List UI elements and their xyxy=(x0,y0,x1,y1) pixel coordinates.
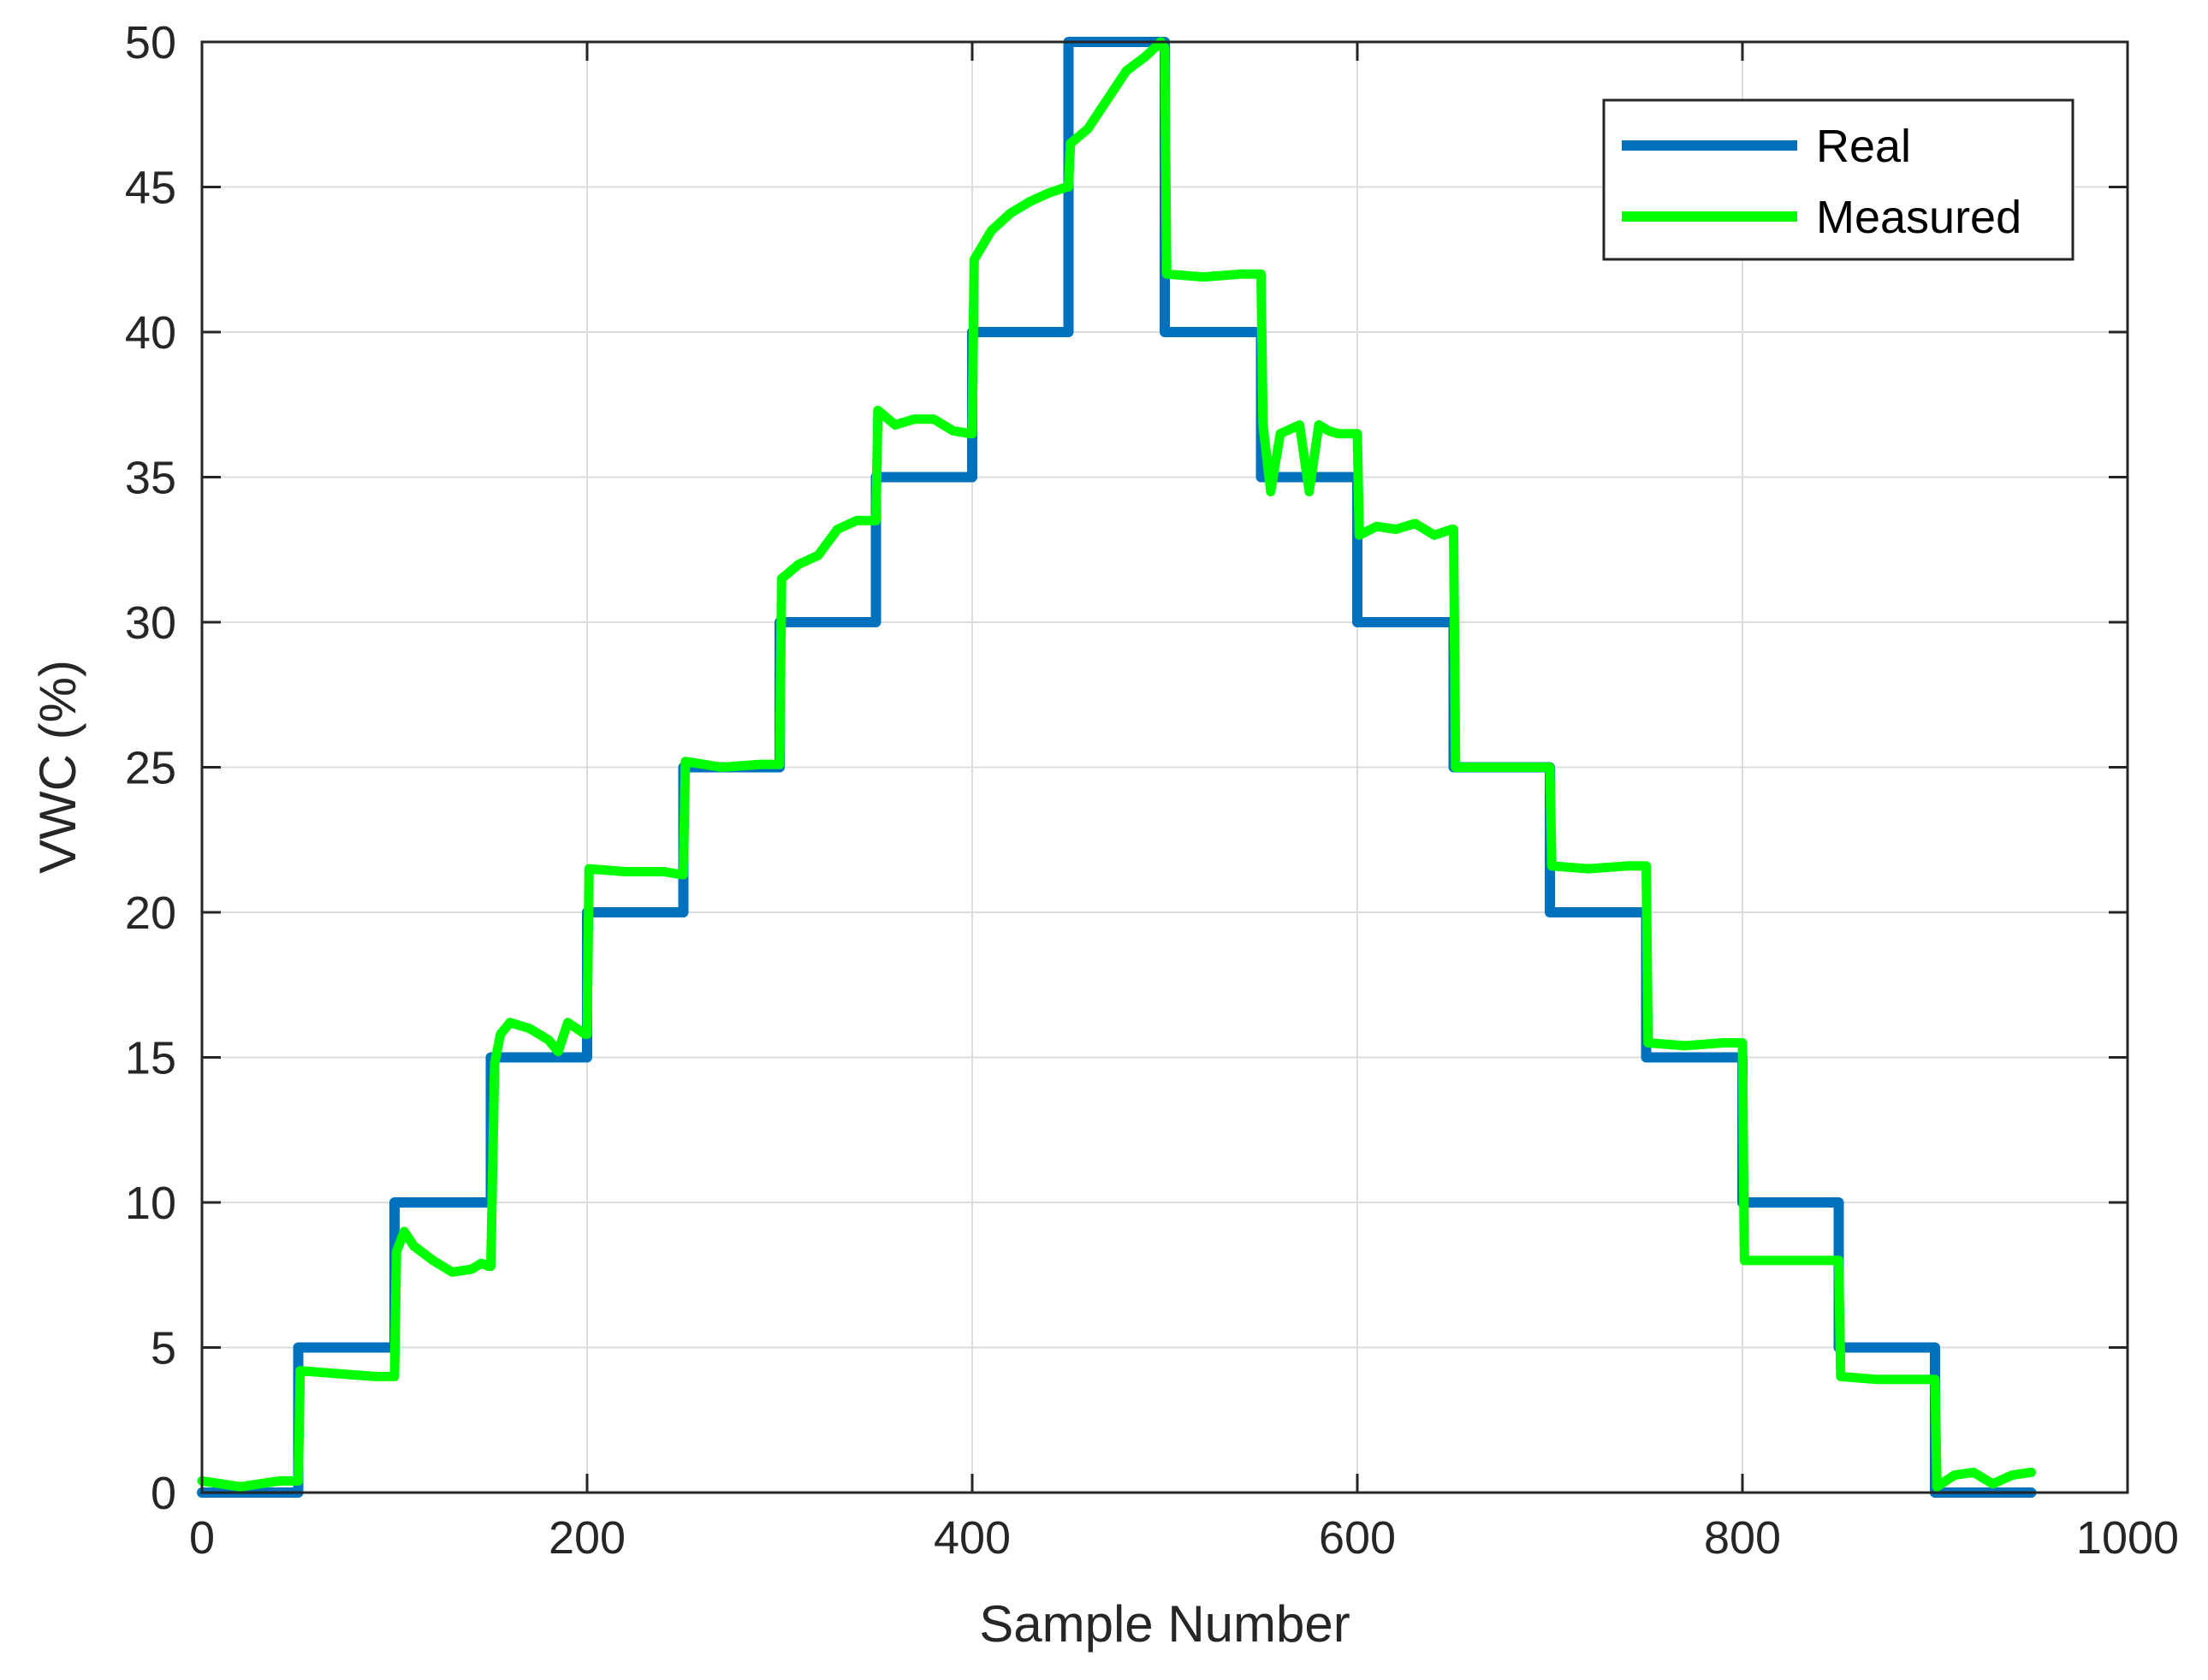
y-tick-label: 20 xyxy=(125,887,176,939)
x-tick-label: 400 xyxy=(934,1512,1011,1564)
series-line-measured xyxy=(197,37,2036,1492)
y-tick-label: 50 xyxy=(125,17,176,68)
legend-box xyxy=(1602,98,2074,261)
tick-labels: 0 200 400 600 800 1000 0 5 10 15 20 25 30 35 40 45 50 xyxy=(125,17,2179,1564)
y-tick-label: 30 xyxy=(125,597,176,649)
y-tick-label: 40 xyxy=(125,307,176,359)
y-axis-label: VWC (%) xyxy=(29,660,86,874)
x-tick-label: 200 xyxy=(549,1512,626,1564)
x-tick-label: 800 xyxy=(1704,1512,1781,1564)
legend: Real Measured xyxy=(1602,98,2074,261)
x-tick-label: 0 xyxy=(189,1512,215,1564)
y-tick-label: 45 xyxy=(125,163,176,214)
y-tick-label: 5 xyxy=(151,1323,176,1374)
axes xyxy=(200,40,2129,1494)
legend-label-real: Real xyxy=(1816,121,1911,172)
y-tick-label: 0 xyxy=(151,1468,176,1519)
x-tick-label: 1000 xyxy=(2076,1512,2179,1564)
y-tick-label: 15 xyxy=(125,1033,176,1084)
legend-label-measured: Measured xyxy=(1816,192,2021,243)
x-tick-label: 600 xyxy=(1319,1512,1396,1564)
y-tick-label: 35 xyxy=(125,453,176,504)
x-axis-label: Sample Number xyxy=(979,1595,1350,1653)
y-tick-label: 10 xyxy=(125,1178,176,1229)
y-tick-label: 25 xyxy=(125,743,176,794)
